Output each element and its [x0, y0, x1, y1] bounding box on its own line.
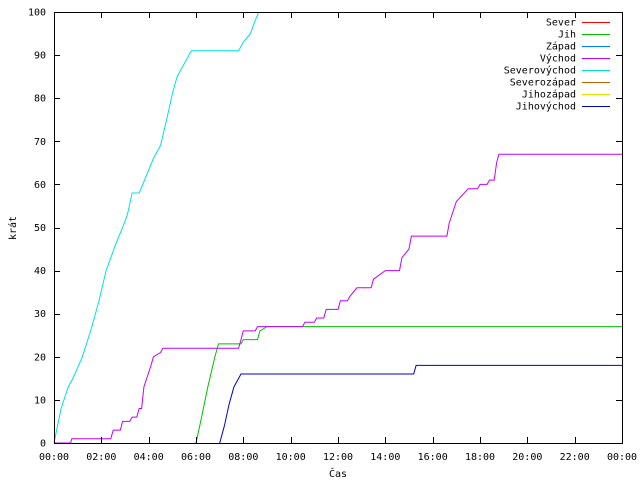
- y-tick-label: 10: [34, 395, 46, 406]
- legend-label-jih: Jih: [558, 30, 576, 41]
- y-tick-label: 50: [34, 223, 46, 234]
- y-tick-label: 80: [34, 94, 46, 105]
- y-tick-label: 90: [34, 51, 46, 62]
- x-tick-label: 06:00: [181, 452, 211, 463]
- series-layer: [53, 11, 622, 444]
- legend-label-jihozapad: Jihozápad: [522, 89, 576, 101]
- x-tick-label: 00:00: [607, 452, 637, 463]
- x-tick-label: 12:00: [323, 452, 353, 463]
- y-axis-title: krát: [7, 216, 19, 240]
- y-tick-label: 60: [34, 180, 46, 191]
- series-line-severovychod: [53, 11, 260, 444]
- y-tick-label: 0: [40, 439, 46, 450]
- x-tick-label: 20:00: [512, 452, 542, 463]
- legend-label-jihovychod: Jihovýchod: [516, 101, 576, 113]
- y-tick-label: 30: [34, 309, 46, 320]
- y-tick-label: 40: [34, 266, 46, 277]
- x-tick-label: 14:00: [370, 452, 400, 463]
- y-tick-label: 20: [34, 352, 46, 363]
- x-tick-label: 22:00: [560, 452, 590, 463]
- axis-tick-labels: 00:00 02:00 04:00 06:00 08:00 10:00 12:00 14:00…: [28, 8, 637, 464]
- x-tick-label: 04:00: [134, 452, 164, 463]
- x-tick-label: 02:00: [86, 452, 116, 463]
- legend-label-sever: Sever: [546, 18, 576, 29]
- x-tick-label: 18:00: [465, 452, 495, 463]
- x-axis-title: Čas: [329, 467, 347, 480]
- x-tick-label: 08:00: [228, 452, 258, 463]
- legend-label-vychod: Východ: [540, 53, 576, 65]
- y-tick-label: 70: [34, 137, 46, 148]
- legend: SeverJihZápadVýchodSeverovýchodSeverozáp…: [504, 18, 610, 113]
- x-tick-label: 00:00: [39, 452, 69, 463]
- axis-ticks: [54, 12, 623, 444]
- x-tick-label: 16:00: [418, 452, 448, 463]
- series-line-vychod: [54, 153, 622, 444]
- legend-label-severovychod: Severovýchod: [504, 65, 576, 77]
- legend-label-zapad: Západ: [546, 41, 576, 53]
- series-line-jih: [195, 326, 622, 444]
- series-line-jihovychod: [219, 364, 622, 444]
- x-tick-label: 10:00: [276, 452, 306, 463]
- y-tick-label: 100: [28, 8, 46, 19]
- legend-label-severozapad: Severozápad: [510, 77, 576, 89]
